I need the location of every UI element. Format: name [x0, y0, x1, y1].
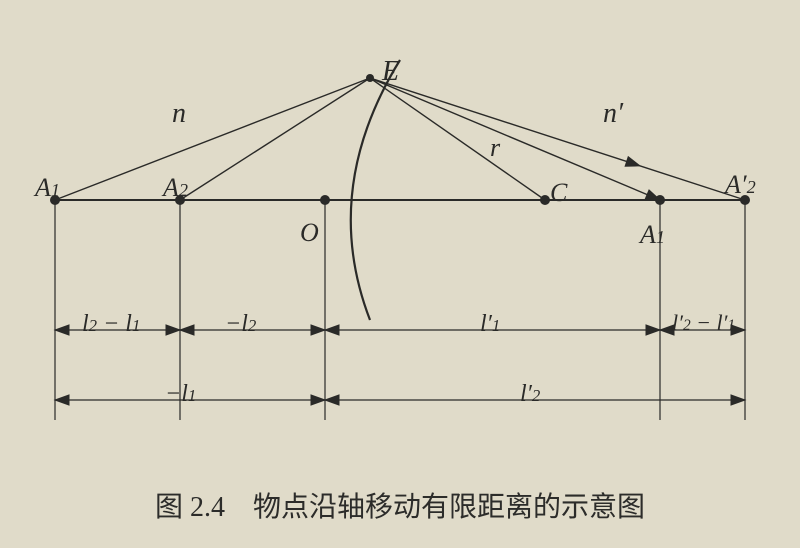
caption-text: 物点沿轴移动有限距离的示意图 [253, 492, 645, 523]
dim-l2p-minus-l1p: l′2 − l′1 [672, 312, 735, 334]
label-O: O [300, 220, 319, 246]
label-n-prime: n′ [603, 100, 623, 128]
label-A1: A1 [35, 175, 60, 201]
dim-l1-prime: l′1 [480, 312, 500, 336]
label-A1-prime: A1 [640, 222, 665, 248]
diagram-svg [0, 0, 800, 548]
label-A2-prime: A′2 [725, 172, 756, 198]
label-E: E [382, 58, 399, 86]
dim-neg-l2: −l2 [225, 312, 256, 336]
label-C: C [550, 180, 567, 206]
label-n: n [172, 100, 186, 128]
dim-l2-minus-l1: l2 − l1 [82, 312, 140, 336]
figure-canvas: n n′ r E A1 A2 O C A1 A′2 l2 − l1 −l2 l′… [0, 0, 800, 548]
caption-prefix: 图 2.4 [155, 492, 225, 523]
dim-l2-prime: l′2 [520, 382, 540, 406]
label-A2: A2 [163, 175, 188, 201]
label-r: r [490, 135, 500, 161]
dim-neg-l1: −l1 [165, 382, 196, 406]
figure-caption: 图 2.4 物点沿轴移动有限距离的示意图 [0, 485, 800, 525]
